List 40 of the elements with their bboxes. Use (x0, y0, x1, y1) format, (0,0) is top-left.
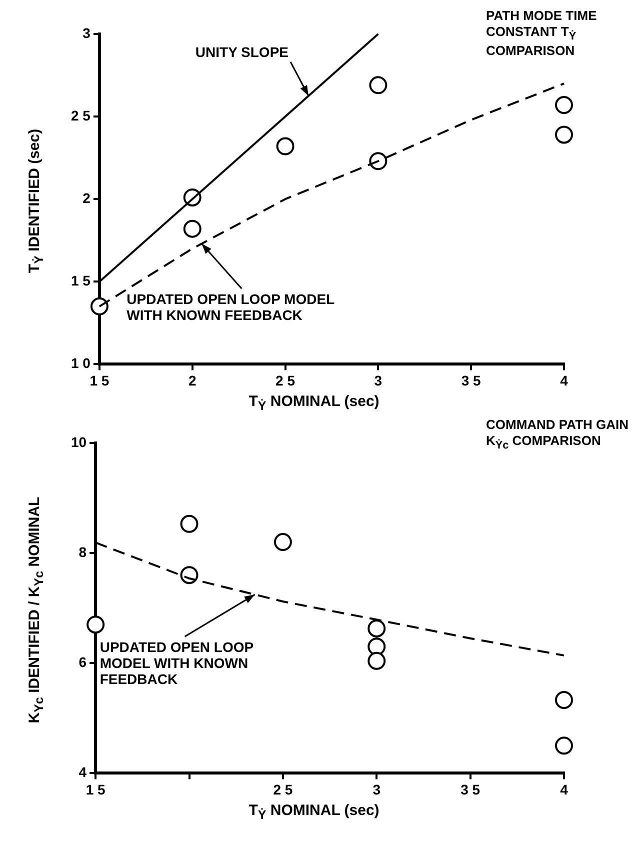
x-tick-label: 2 5 (273, 781, 293, 798)
point (555, 691, 573, 710)
y-tick-label: 4 (78, 764, 87, 780)
x-tick-label: 2 (188, 372, 196, 388)
point (368, 619, 386, 638)
text: UNITY SLOPE (194, 42, 290, 62)
point (90, 297, 108, 316)
point (555, 96, 573, 114)
x-tick-label: 3 5 (461, 372, 482, 388)
chart-title: COMMAND PATH GAIN K$_{Ẏc}$ COMPARISON (486, 417, 630, 452)
point (276, 137, 294, 156)
point (368, 652, 386, 670)
x-tick-label: 3 (374, 372, 382, 388)
x-tick-label: 3 (372, 781, 381, 798)
y-tick-label: 3 (82, 24, 91, 41)
y-tick-label: 6 (78, 654, 87, 670)
y-tick-label: 10 (70, 434, 87, 450)
x-tick-label: 3 5 (460, 781, 480, 798)
point (555, 736, 573, 755)
y-tick-label: 2 5 (70, 107, 91, 124)
text: UPDATED OPEN LOOP MODEL WITH KNOWN FEEDBACK (98, 638, 254, 689)
chart-title: PATH MODE TIME CONSTANT T$_{Ẏ}$ COMPARISON (486, 8, 598, 59)
y-tick-label: 1 5 (70, 272, 91, 289)
point (369, 152, 388, 170)
x-tick-label: 4 (560, 372, 568, 388)
y-tick-label: 2 (82, 190, 91, 206)
point (369, 76, 388, 94)
point (368, 638, 386, 656)
point (555, 126, 573, 144)
point (274, 533, 292, 552)
series-label: UPDATED OPEN LOOP MODEL WITH KNOWN FEEDBACK (126, 290, 336, 325)
x-tick-label: 2 5 (276, 372, 296, 388)
x-tick-label: 4 (560, 781, 568, 798)
y-tick-label: 1 0 (70, 355, 91, 372)
point (180, 514, 198, 533)
x-axis-title: T$_{Ẏ}$ NOMINAL (sec) (248, 393, 380, 413)
y-tick-label: 8 (78, 544, 87, 560)
point (86, 616, 105, 634)
x-axis-title: T$_{Ẏ}$ NOMINAL (sec) (248, 802, 380, 822)
point (183, 220, 202, 238)
